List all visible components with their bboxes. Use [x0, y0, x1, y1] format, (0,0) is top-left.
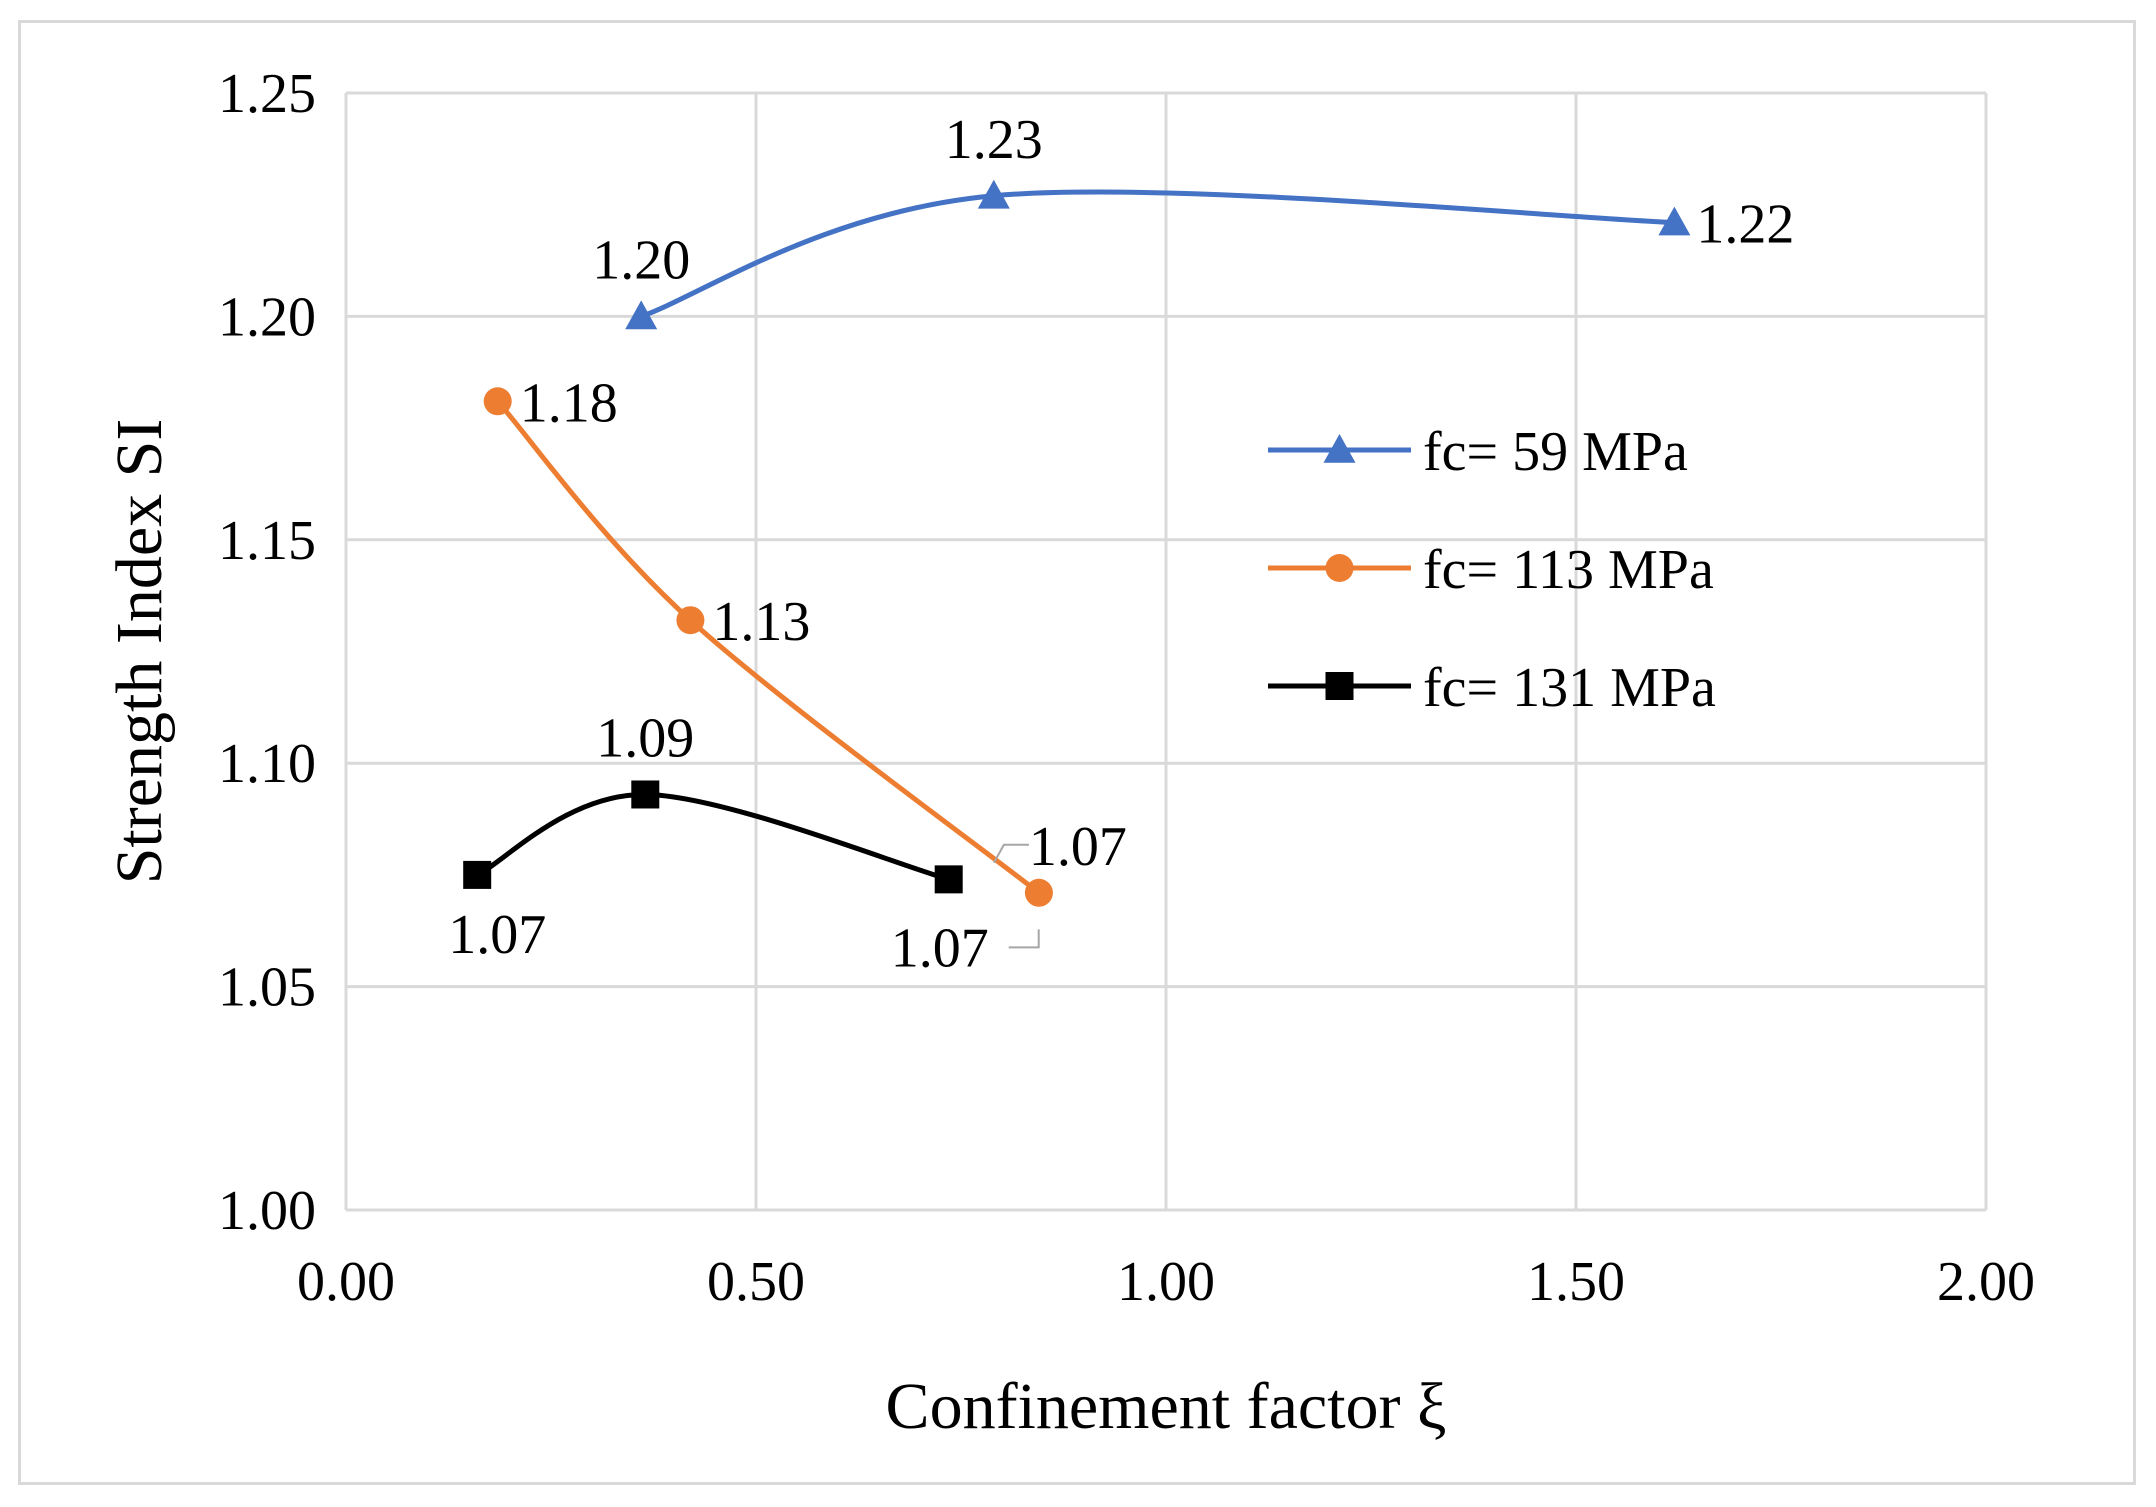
series-1: 1.20 1.23 1.22 [592, 109, 1794, 330]
y-tick-label: 1.05 [218, 957, 316, 1019]
legend: fc= 59 MPa fc= 113 MPa fc= 131 MPa [1268, 421, 1716, 719]
x-tick-label: 1.00 [1117, 1251, 1215, 1313]
axis-layer: Strength Index SI Confinement factor ξ 1… [103, 63, 2035, 1443]
data-point-marker [463, 860, 492, 889]
label-leader-line [993, 843, 1029, 864]
chart-frame: Strength Index SI Confinement factor ξ 1… [18, 20, 2136, 1485]
data-label: 1.20 [592, 229, 690, 291]
y-tick-label: 1.25 [218, 63, 316, 125]
data-label: 1.22 [1696, 194, 1794, 256]
legend-item: fc= 113 MPa [1268, 539, 1714, 601]
data-point-marker [676, 606, 705, 635]
legend-label: fc= 131 MPa [1423, 657, 1716, 719]
series-line [638, 189, 1677, 319]
legend-swatch-marker [1325, 672, 1354, 700]
x-tick-label: 0.50 [707, 1251, 805, 1313]
data-point-marker [631, 780, 660, 809]
legend-label: fc= 59 MPa [1423, 421, 1688, 483]
series-3: 1.07 1.09 1.07 [448, 707, 1040, 979]
series-line [495, 398, 1042, 896]
legend-item: fc= 131 MPa [1268, 657, 1716, 719]
y-tick-label: 1.20 [218, 286, 316, 348]
legend-label: fc= 113 MPa [1423, 539, 1714, 601]
y-axis-title: Strength Index SI [103, 419, 176, 885]
data-label: 1.07 [1029, 816, 1127, 878]
x-tick-label: 1.50 [1527, 1251, 1625, 1313]
series-line [474, 791, 952, 882]
data-label: 1.07 [448, 904, 546, 966]
data-label: 1.18 [520, 372, 618, 434]
series-layer: 1.20 1.23 1.22 1.18 1.13 1.07 1.07 1.09 1.07 [448, 109, 1794, 980]
data-point-marker [1024, 878, 1053, 907]
chart-svg: Strength Index SI Confinement factor ξ 1… [103, 63, 2035, 1443]
data-point-marker [1658, 206, 1691, 236]
legend-swatch-marker [1323, 434, 1356, 463]
data-point-marker [625, 300, 658, 330]
data-label: 1.13 [712, 591, 810, 653]
data-point-marker [934, 865, 963, 894]
data-label: 1.07 [891, 917, 989, 979]
legend-item: fc= 59 MPa [1268, 421, 1688, 483]
label-leader-line [1008, 929, 1040, 949]
data-point-marker [977, 179, 1010, 209]
data-label: 1.09 [596, 707, 694, 769]
y-tick-label: 1.00 [218, 1180, 316, 1242]
data-label: 1.23 [945, 109, 1043, 171]
data-point-marker [483, 387, 512, 416]
grid-layer [344, 91, 1988, 1212]
x-tick-label: 0.00 [297, 1251, 395, 1313]
x-tick-label: 2.00 [1937, 1251, 2035, 1313]
y-tick-label: 1.15 [218, 510, 316, 572]
y-tick-label: 1.10 [218, 733, 316, 795]
x-axis-title: Confinement factor ξ [886, 1370, 1447, 1443]
legend-swatch-marker [1325, 554, 1354, 582]
series-2: 1.18 1.13 1.07 [483, 372, 1127, 907]
